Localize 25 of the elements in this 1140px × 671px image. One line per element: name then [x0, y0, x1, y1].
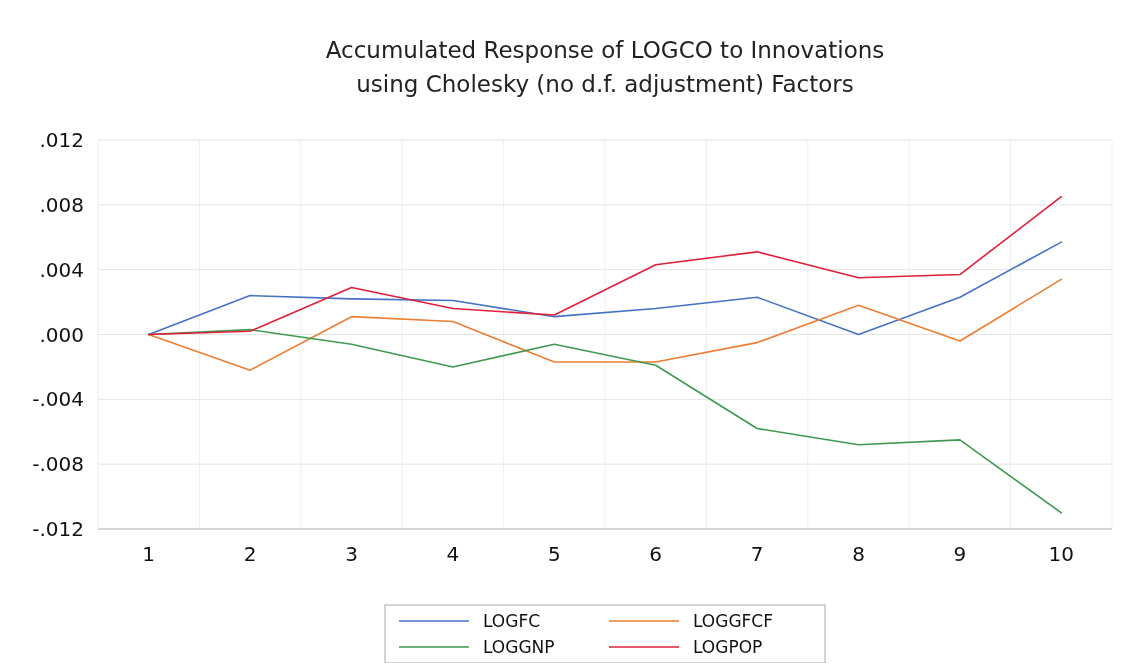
y-tick-label: -.008: [32, 452, 84, 477]
y-tick-label: -.012: [32, 517, 84, 541]
line-series: [147, 241, 1063, 336]
x-tick-label: 2: [243, 542, 257, 566]
chart-title: Accumulated Response of LOGCO to Innovations using Cholesky (no d.f. adjustment) Factors: [325, 37, 885, 97]
y-tick-label: .012: [39, 128, 84, 152]
x-tick-label: 10: [1048, 542, 1075, 566]
y-tick-label: .004: [39, 257, 84, 282]
y-tick-label: .008: [39, 192, 84, 217]
y-tick-label: .000: [39, 322, 84, 347]
x-tick-label: 9: [953, 542, 967, 566]
line-series: [147, 278, 1063, 371]
x-tick-label: 6: [649, 542, 663, 566]
x-tick-label: 7: [750, 542, 764, 566]
x-tick-label: 8: [852, 542, 865, 566]
legend-label: LOGGNP: [483, 636, 555, 657]
x-tick-label: 5: [547, 542, 561, 566]
x-tick-label: 1: [142, 542, 156, 566]
x-tick-label: 3: [345, 542, 358, 566]
x-tick-label: 4: [446, 542, 460, 566]
legend-label: LOGGFCF: [693, 610, 774, 631]
legend-label: LOGFC: [483, 610, 541, 631]
legend-label: LOGPOP: [693, 636, 763, 657]
y-tick-label: -.004: [32, 387, 84, 412]
line-series: [147, 195, 1063, 336]
